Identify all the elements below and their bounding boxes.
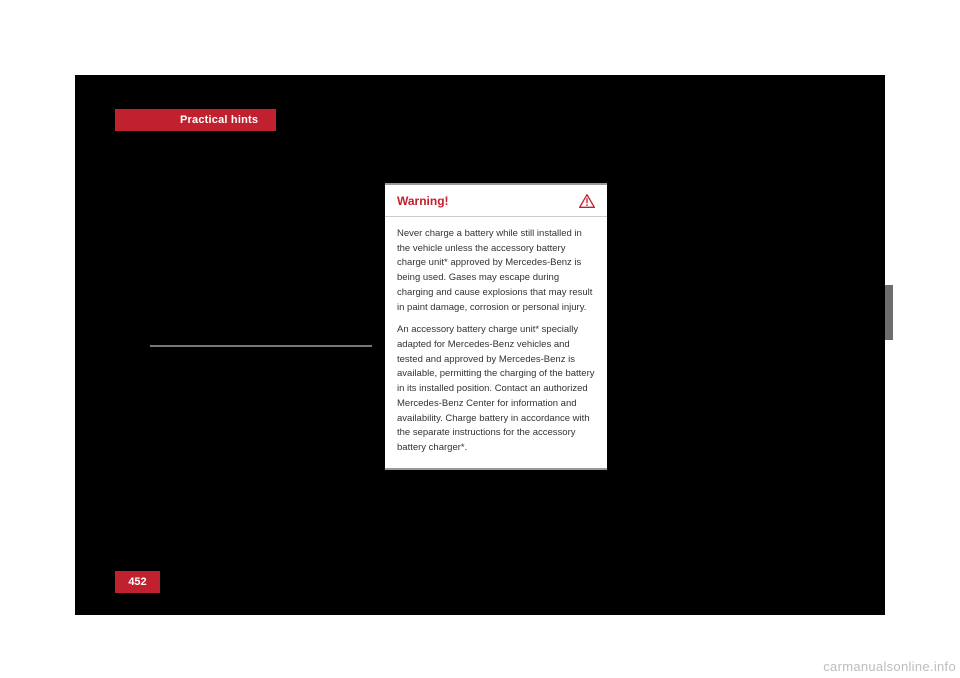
- warning-header: Warning!: [385, 185, 607, 217]
- column-divider-rule: [150, 345, 372, 347]
- page-number-value: 452: [128, 576, 146, 588]
- warning-triangle-icon: [579, 194, 595, 208]
- warning-paragraph: Never charge a battery while still insta…: [397, 227, 595, 315]
- manual-page: Practical hints Warning! Never charge a …: [75, 75, 885, 615]
- warning-paragraph: An accessory battery charge unit* specia…: [397, 323, 595, 455]
- section-tab-label: Practical hints: [180, 114, 258, 126]
- warning-box: Warning! Never charge a battery while st…: [385, 183, 607, 470]
- side-index-tab: [885, 285, 893, 340]
- warning-title: Warning!: [397, 194, 449, 208]
- section-tab: Practical hints: [115, 109, 276, 131]
- page-number: 452: [115, 571, 160, 593]
- warning-body: Never charge a battery while still insta…: [385, 217, 607, 468]
- warning-bottom-rule: [385, 468, 607, 470]
- watermark: carmanualsonline.info: [823, 659, 956, 674]
- watermark-text: carmanualsonline.info: [823, 659, 956, 674]
